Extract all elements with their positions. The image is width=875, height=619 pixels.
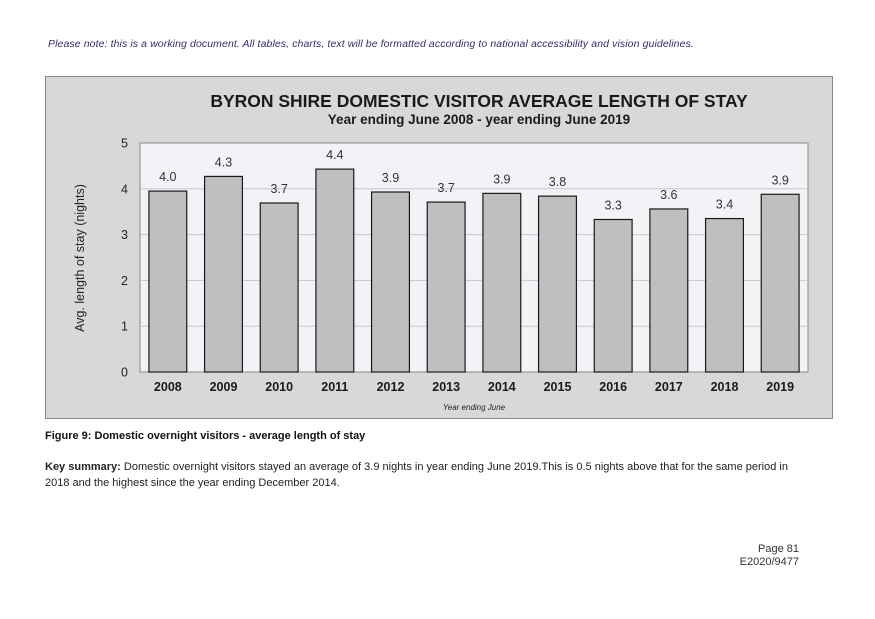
x-tick-label: 2009 — [210, 380, 238, 394]
data-label: 3.9 — [771, 173, 788, 187]
chart-subtitle: Year ending June 2008 - year ending June… — [328, 112, 630, 127]
page-footer: Page 81 E2020/9477 — [740, 543, 799, 569]
bar-2018 — [704, 217, 745, 373]
figure-caption: Figure 9: Domestic overnight visitors - … — [45, 430, 366, 442]
data-label: 3.7 — [437, 181, 454, 195]
x-tick-label: 2012 — [377, 380, 405, 394]
page-number: Page 81 — [758, 543, 799, 555]
data-label: 3.7 — [270, 182, 287, 196]
bar-2008 — [148, 190, 188, 373]
data-label: 4.4 — [326, 148, 343, 162]
y-tick-label: 5 — [121, 137, 128, 151]
y-axis-ticks: 0 1 2 3 4 5 — [121, 137, 128, 380]
bar-2015 — [537, 195, 578, 373]
x-axis-ticks: 2008 2009 2010 2011 2012 2013 2014 2015 2016 2017… — [154, 380, 794, 394]
y-tick-label: 1 — [121, 320, 128, 334]
x-tick-label: 2013 — [432, 380, 460, 394]
y-tick-label: 2 — [121, 274, 128, 288]
chart-title: BYRON SHIRE DOMESTIC VISITOR AVERAGE LEN… — [210, 91, 748, 111]
data-label: 3.4 — [716, 198, 733, 212]
bar-2016 — [593, 218, 633, 373]
bars — [148, 168, 800, 373]
x-axis-label: Year ending June — [443, 403, 506, 412]
x-tick-label: 2019 — [766, 380, 794, 394]
data-label: 3.8 — [549, 175, 566, 189]
x-tick-label: 2015 — [544, 380, 572, 394]
x-tick-label: 2018 — [711, 380, 739, 394]
data-label: 4.0 — [159, 170, 176, 184]
data-label: 4.3 — [215, 155, 232, 169]
gridlines — [140, 188, 808, 327]
bar-2014 — [482, 192, 522, 373]
data-label: 3.9 — [493, 172, 510, 186]
key-summary: Key summary: Domestic overnight visitors… — [45, 460, 805, 491]
key-summary-text: Domestic overnight visitors stayed an av… — [45, 461, 788, 489]
x-tick-label: 2008 — [154, 380, 182, 394]
x-tick-label: 2017 — [655, 380, 683, 394]
bar-2011 — [315, 168, 355, 373]
data-labels: 4.0 4.3 3.7 4.4 3.9 3.7 3.9 3.8 3.3 3.6 3.4 3.9 — [159, 148, 789, 212]
bar-2013 — [426, 201, 466, 373]
y-tick-label: 0 — [121, 366, 128, 380]
data-label: 3.3 — [604, 198, 621, 212]
bar-2010 — [259, 202, 299, 373]
x-tick-label: 2016 — [599, 380, 627, 394]
y-tick-label: 3 — [121, 228, 128, 242]
x-tick-label: 2010 — [265, 380, 293, 394]
plot-area — [139, 142, 809, 373]
document-reference: E2020/9477 — [739, 556, 799, 568]
y-tick-label: 4 — [121, 182, 128, 196]
x-tick-label: 2011 — [321, 380, 348, 394]
bar-2012 — [370, 191, 411, 373]
data-label: 3.6 — [660, 188, 677, 202]
bar-2019 — [760, 193, 800, 373]
key-summary-label: Key summary: — [45, 461, 121, 473]
bar-2009 — [203, 175, 244, 373]
data-label: 3.9 — [382, 171, 399, 185]
x-tick-label: 2014 — [488, 380, 516, 394]
chart-container: BYRON SHIRE DOMESTIC VISITOR AVERAGE LEN… — [45, 76, 833, 419]
bar-chart: BYRON SHIRE DOMESTIC VISITOR AVERAGE LEN… — [73, 91, 809, 412]
working-document-note: Please note: this is a working document.… — [48, 38, 694, 50]
y-axis-label: Avg. length of stay (nights) — [73, 184, 87, 332]
bar-2017 — [649, 208, 689, 373]
